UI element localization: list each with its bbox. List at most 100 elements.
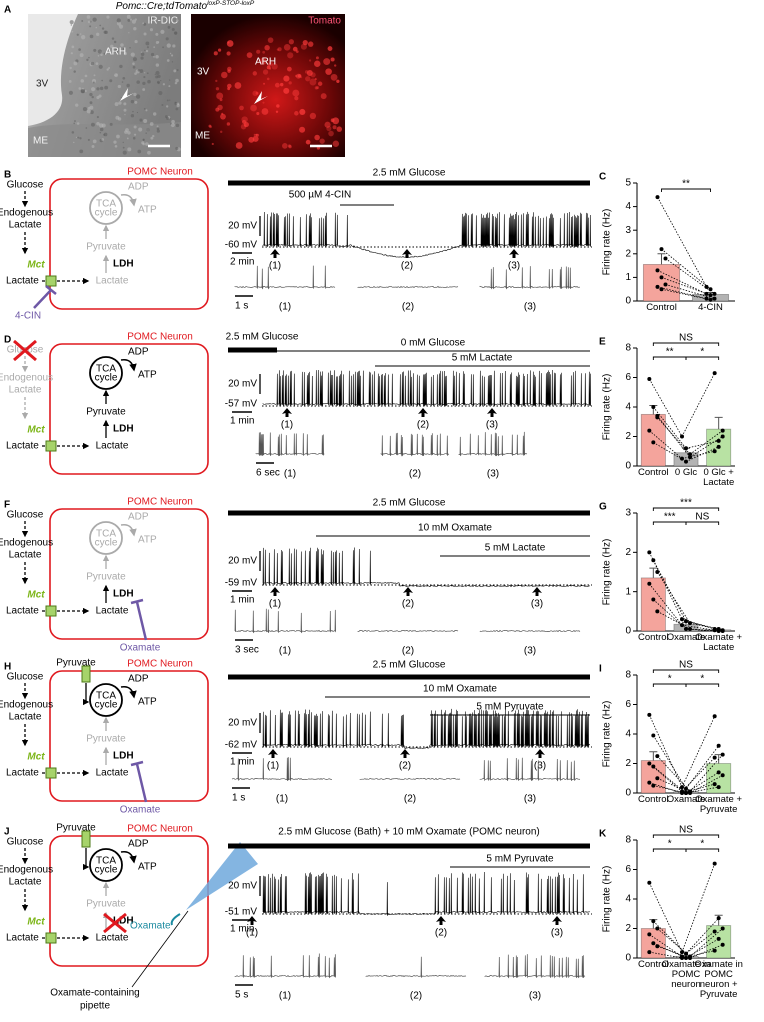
- texture: [160, 79, 162, 82]
- cell: [234, 82, 242, 89]
- cell: [252, 71, 258, 76]
- marker-arrow: [532, 587, 542, 596]
- solution-label: 500 µM 4-CIN: [289, 190, 351, 201]
- neuron-outline: [49, 343, 209, 475]
- texture: [109, 79, 113, 83]
- texture: [101, 27, 105, 30]
- cell: [262, 50, 266, 54]
- diagram-tca: TCA: [96, 856, 116, 867]
- data-point: [655, 570, 660, 574]
- sig-bracket: [652, 834, 720, 838]
- data-point: [655, 944, 660, 949]
- sig-bracket: [661, 188, 711, 192]
- cell: [241, 116, 248, 123]
- diagram-neuron: POMC Neuron: [127, 332, 193, 343]
- sig-label: *: [668, 839, 672, 850]
- pair-line: [685, 938, 719, 959]
- data-point: [708, 287, 713, 292]
- category-box: Control: [638, 633, 669, 643]
- texture: [134, 100, 138, 104]
- inhibitor: Oxamate: [120, 805, 161, 816]
- diagram-lactate-out: Lactate: [6, 276, 39, 287]
- y-tick-label: 6: [625, 372, 631, 383]
- texture: [146, 128, 150, 132]
- texture: [123, 52, 128, 56]
- inset-label: (2): [410, 991, 422, 1002]
- transporter: [81, 665, 91, 683]
- data-point: [688, 956, 692, 960]
- data-point: [659, 287, 664, 292]
- texture: [80, 34, 86, 40]
- cell: [287, 52, 294, 59]
- diagram-neuron: POMC Neuron: [127, 167, 193, 178]
- marker-label: (3): [531, 599, 543, 610]
- data-point: [651, 440, 656, 445]
- inset-trace: [479, 757, 581, 782]
- category-box: Control: [646, 303, 677, 313]
- channel-label: Tomato: [308, 16, 341, 27]
- cell: [266, 77, 270, 81]
- pair-line: [652, 735, 687, 789]
- neuron-outline: [49, 835, 209, 967]
- bar: [642, 264, 681, 302]
- inset-trace: [234, 608, 336, 634]
- cell: [250, 104, 257, 112]
- cell: [239, 105, 244, 111]
- pipette-drug: Oxamate: [130, 921, 171, 932]
- cell: [220, 113, 226, 120]
- y-tick-label: 2: [625, 547, 631, 558]
- pair-line: [657, 928, 691, 957]
- sig-label: **: [666, 347, 674, 358]
- texture: [122, 150, 127, 155]
- cell: [320, 93, 327, 100]
- sig-label: NS: [679, 333, 693, 344]
- diagram-cycle: cycle: [95, 373, 118, 384]
- inset-trace: [234, 953, 336, 979]
- texture: [68, 80, 72, 83]
- diagram-ldh: LDH: [113, 751, 134, 762]
- error-bar: [649, 567, 658, 578]
- pipette: [186, 842, 258, 910]
- data-point: [712, 948, 717, 953]
- texture: [86, 15, 91, 19]
- texture: [95, 26, 98, 29]
- texture: [129, 46, 131, 49]
- inhibition: [130, 598, 148, 641]
- y-tick-label: 0: [625, 461, 631, 472]
- diagram-glucose: Glucose: [7, 510, 44, 521]
- cell: [327, 46, 333, 51]
- cell: [256, 133, 260, 137]
- cell: [252, 135, 259, 142]
- texture: [131, 19, 136, 24]
- marker-label: (3): [551, 928, 563, 939]
- marker-label: (1): [267, 761, 279, 772]
- time-scale: 2 min: [230, 257, 254, 268]
- texture: [76, 33, 79, 36]
- data-point: [720, 773, 725, 778]
- cell: [292, 89, 300, 97]
- diagram-lactate-in: Lactate: [96, 276, 129, 287]
- y-axis-label: Firing rate (Hz): [602, 866, 613, 933]
- y-tick-label: 2: [625, 923, 631, 934]
- pipette-label: pipette: [80, 1001, 110, 1012]
- pair-line: [657, 417, 691, 455]
- texture: [132, 110, 134, 113]
- inset-label: (2): [402, 302, 414, 313]
- cell: [325, 68, 332, 75]
- rest-potential: -51 mV: [225, 907, 258, 918]
- diagram-adp: ADP: [128, 182, 149, 193]
- solution-label: 10 mM Oxamate: [418, 523, 492, 534]
- texture: [142, 22, 145, 25]
- tca-cycle: [89, 683, 123, 717]
- marker-arrow: [247, 916, 257, 925]
- texture: [132, 65, 136, 69]
- cell: [330, 73, 338, 81]
- texture: [89, 105, 94, 110]
- data-point: [720, 428, 725, 433]
- y-tick-label: 6: [625, 864, 631, 875]
- panel-letter: E: [599, 337, 606, 348]
- x-tick-label: Oxamate + Pyruvate: [695, 795, 743, 815]
- x-tick-label: 4-CIN: [698, 303, 723, 313]
- texture: [122, 146, 125, 149]
- solution-label: 2.5 mM Glucose: [373, 168, 446, 179]
